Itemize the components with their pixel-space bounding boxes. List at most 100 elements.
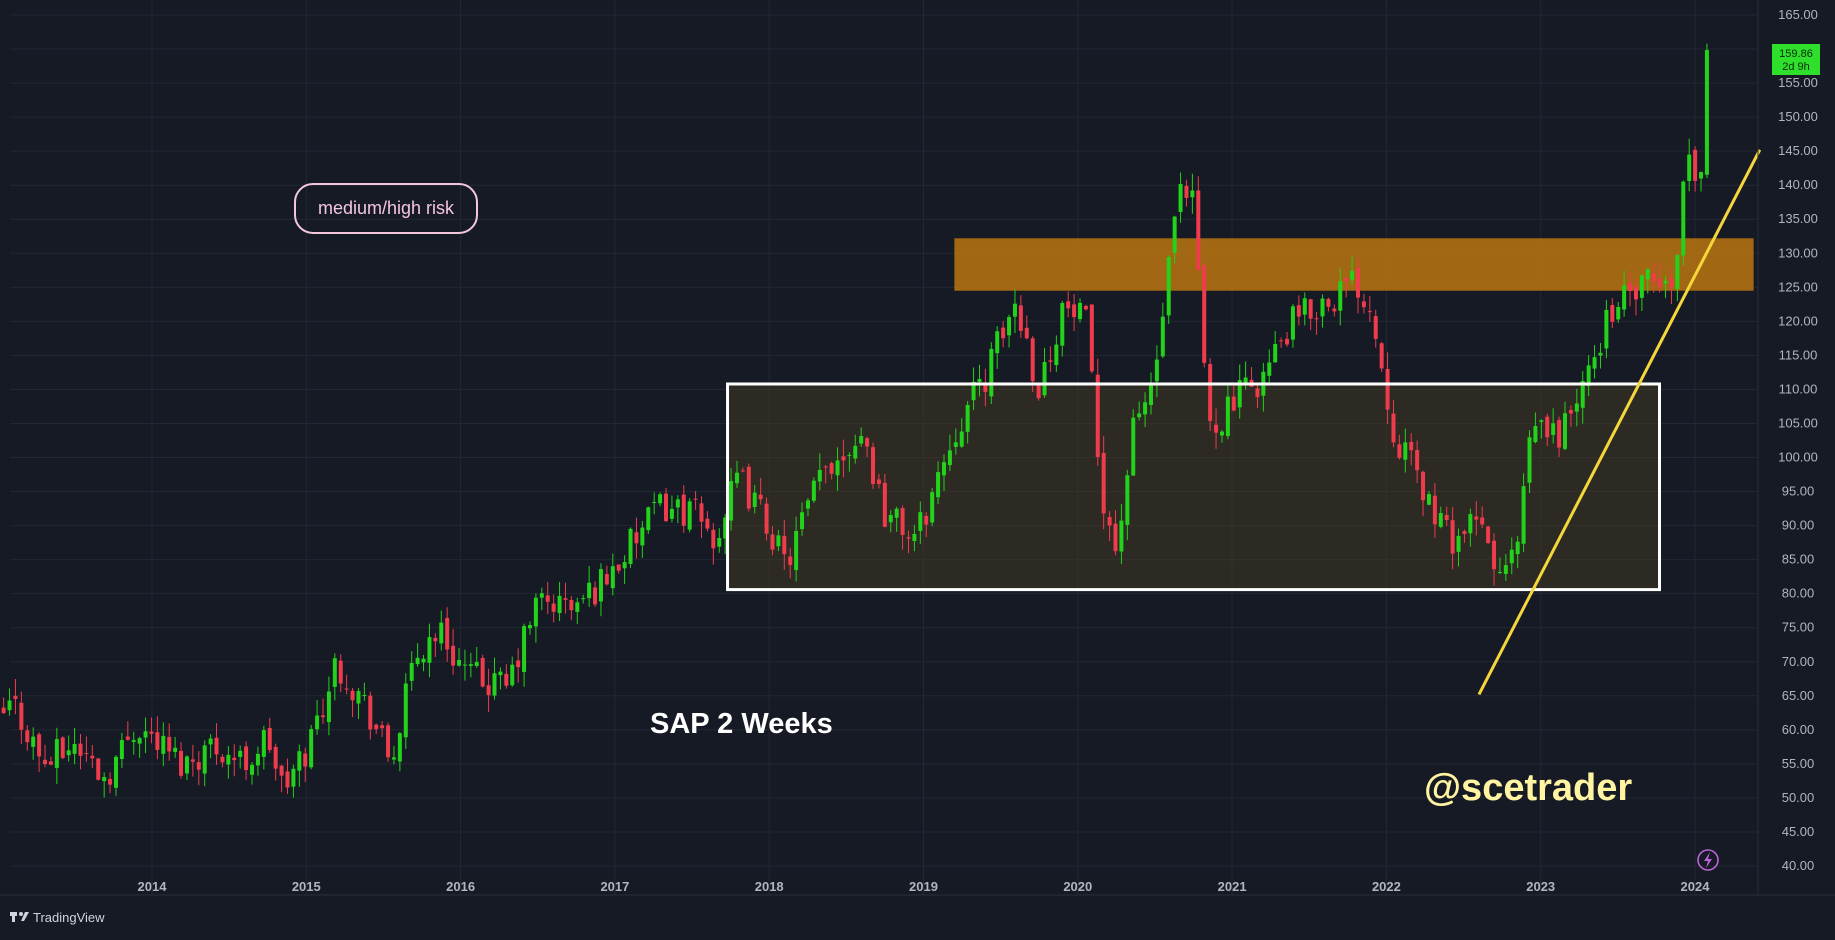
candle-body xyxy=(1610,305,1615,322)
candle xyxy=(190,744,195,777)
tradingview-brand[interactable]: TradingView xyxy=(10,910,105,925)
candle xyxy=(652,492,657,515)
candle-body xyxy=(190,759,195,762)
candle xyxy=(1373,309,1378,348)
candle-body xyxy=(1391,413,1396,443)
candle xyxy=(1675,253,1680,302)
candle-body xyxy=(303,753,308,767)
candle-body xyxy=(616,564,621,571)
candle-body xyxy=(1290,306,1295,340)
candle xyxy=(593,581,598,607)
candle-body xyxy=(971,381,976,401)
candle-body xyxy=(805,500,810,509)
candle xyxy=(687,498,692,533)
candle-body xyxy=(681,494,686,526)
candle-body xyxy=(817,469,822,482)
candle xyxy=(658,492,663,507)
candle xyxy=(941,454,946,492)
candle-body xyxy=(687,501,692,530)
candle-body xyxy=(54,739,59,768)
candle-body xyxy=(983,382,988,392)
candle xyxy=(1509,537,1514,575)
price-tick-label: 70.00 xyxy=(1782,654,1815,669)
candle xyxy=(184,755,189,781)
candle-body xyxy=(1007,317,1012,336)
candle xyxy=(66,735,71,762)
candle xyxy=(356,687,361,720)
candle-body xyxy=(936,472,941,498)
candle-body xyxy=(841,456,846,461)
candle xyxy=(1545,413,1550,447)
candle-body xyxy=(232,757,237,761)
candle xyxy=(1178,172,1183,223)
candle-body xyxy=(1586,365,1591,387)
candle-body xyxy=(297,751,302,771)
candle xyxy=(829,461,834,480)
candle xyxy=(1338,268,1343,326)
candle-body xyxy=(161,735,166,754)
candle xyxy=(805,497,810,517)
candle-body xyxy=(634,532,639,544)
candle xyxy=(498,667,503,690)
candle-body xyxy=(1397,444,1402,458)
candle-body xyxy=(1604,309,1609,349)
candle-body xyxy=(1474,516,1479,520)
candle-body xyxy=(1527,437,1532,483)
candle-body xyxy=(557,595,562,614)
candle xyxy=(1148,372,1153,415)
candle-body xyxy=(1486,526,1491,543)
candle xyxy=(1704,43,1709,179)
candle-body xyxy=(1296,305,1301,317)
time-axis[interactable]: 2014 2015 2016 2017 2018 2019 2020 2021 2022 2023… xyxy=(138,879,1711,894)
candle xyxy=(433,633,438,657)
year-tick-label: 2019 xyxy=(909,879,938,894)
candle-body xyxy=(1273,344,1278,363)
candle xyxy=(522,623,527,687)
candle xyxy=(504,664,509,689)
candle-body xyxy=(1616,307,1621,320)
chart-title: SAP 2 Weeks xyxy=(650,708,833,740)
candle-body xyxy=(149,731,154,734)
candle-body xyxy=(746,466,751,509)
candle xyxy=(841,439,846,478)
candle-body xyxy=(84,753,89,755)
candle-body xyxy=(1160,316,1165,357)
candle-body xyxy=(320,715,325,718)
price-tick-label: 60.00 xyxy=(1782,722,1815,737)
candle-body xyxy=(1645,269,1650,280)
candle-body xyxy=(1675,255,1680,289)
candle-body xyxy=(1681,181,1686,256)
candle-body xyxy=(1030,338,1035,382)
candle xyxy=(1687,138,1692,192)
candle-body xyxy=(19,702,24,730)
candle-body xyxy=(1172,216,1177,253)
candle xyxy=(1438,506,1443,529)
candle-body xyxy=(1509,549,1514,564)
candle xyxy=(1663,275,1668,299)
candle xyxy=(740,467,745,473)
candle-body xyxy=(427,637,432,663)
candle xyxy=(918,501,923,544)
candle-body xyxy=(1444,514,1449,520)
candle xyxy=(1610,297,1615,329)
candle-body xyxy=(1137,413,1142,418)
candle-body xyxy=(977,379,982,382)
candle-body xyxy=(1225,396,1230,437)
price-axis[interactable]: 165.00160.00155.00150.00145.00140.00135.… xyxy=(0,0,1835,896)
candle-body xyxy=(1078,302,1083,320)
candle-body xyxy=(1208,364,1213,421)
lightning-icon[interactable] xyxy=(1697,849,1719,871)
candle xyxy=(669,495,674,523)
candle xyxy=(1137,401,1142,421)
candle-body xyxy=(380,725,385,729)
candle-body xyxy=(1462,531,1467,534)
candle xyxy=(1308,298,1313,331)
candle xyxy=(167,723,172,761)
candle xyxy=(196,751,201,786)
candle xyxy=(1231,384,1236,412)
candle xyxy=(1409,433,1414,466)
candle xyxy=(1598,343,1603,369)
candle-body xyxy=(1539,420,1544,422)
